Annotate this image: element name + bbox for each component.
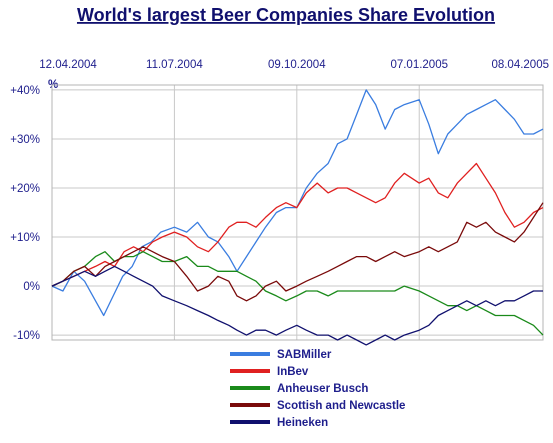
series-line-anheuser-busch (51, 251, 544, 336)
x-axis-date-labels: 12.04.2004 11.07.2004 09.10.2004 07.01.2005… (39, 59, 549, 71)
grid-layer (51, 84, 544, 341)
plot-frame (51, 84, 544, 341)
x-date-label: 09.10.2004 (268, 59, 326, 71)
series-line-scottish-and-newcastle (51, 202, 544, 302)
y-tick-label: -10% (13, 330, 40, 342)
series-line-sabmiller (51, 89, 544, 317)
legend-swatch (230, 369, 270, 373)
legend-label: Scottish and Newcastle (277, 400, 405, 412)
legend-label: SABMiller (277, 349, 332, 361)
x-date-label: 12.04.2004 (39, 59, 97, 71)
y-axis-tick-labels: +40% +30% +20% +10% 0% -10% (10, 85, 40, 342)
y-tick-label: 0% (23, 281, 40, 293)
legend-swatch (230, 403, 270, 407)
y-tick-label: +10% (10, 232, 40, 244)
series-line-inbev (51, 162, 544, 287)
x-date-label: 11.07.2004 (146, 59, 203, 71)
series-line-heineken (51, 265, 543, 346)
legend-swatch (230, 352, 270, 356)
y-tick-label: +30% (10, 134, 40, 146)
legend-label: Anheuser Busch (277, 383, 368, 395)
x-date-label: 07.01.2005 (390, 59, 448, 71)
legend-swatch (230, 420, 270, 424)
legend-label: Heineken (277, 417, 328, 429)
legend-label: InBev (277, 366, 309, 378)
series-layer (51, 89, 544, 346)
legend: SABMiller InBev Anheuser Busch Scottish and… (230, 349, 405, 429)
y-tick-label: +40% (10, 85, 40, 97)
x-date-label: 08.04.2005 (491, 59, 549, 71)
chart-title: World's largest Beer Companies Share Evo… (77, 5, 495, 25)
legend-swatch (230, 386, 270, 390)
y-tick-label: +20% (10, 183, 40, 195)
